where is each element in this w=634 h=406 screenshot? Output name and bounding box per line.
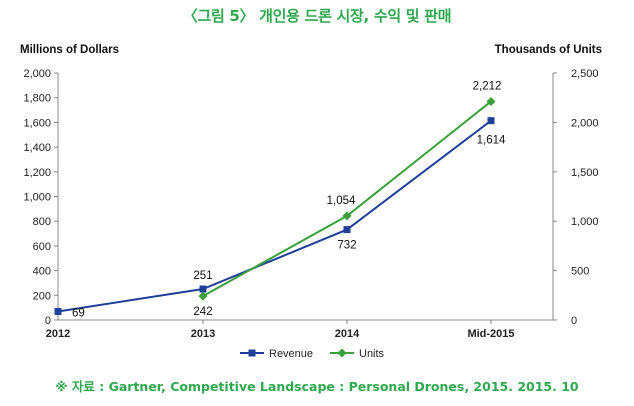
- left-tick-label: 0: [45, 315, 51, 327]
- left-tick-label: 1,800: [23, 93, 51, 105]
- right-tick-label: 2,500: [571, 68, 599, 80]
- right-tick-label: 0: [571, 315, 577, 327]
- units-point: [486, 96, 496, 106]
- units-point: [342, 211, 352, 221]
- series-line-revenue: [57, 119, 492, 313]
- units-data-label: 2,212: [473, 80, 502, 92]
- legend-label-revenue: Revenue: [269, 348, 313, 360]
- revenue-data-label: 1,614: [477, 135, 506, 147]
- revenue-data-label: 732: [337, 240, 356, 252]
- figure-title: 〈그림 5〉 개인용 드론 시장, 수익 및 판매: [182, 7, 452, 25]
- right-tick-label: 2,000: [571, 117, 599, 129]
- revenue-point: [54, 307, 62, 315]
- revenue-point: [199, 285, 207, 293]
- right-axis-title: Thousands of Units: [494, 44, 602, 56]
- revenue-data-label: 251: [193, 270, 212, 282]
- legend-marker-revenue: [248, 349, 256, 357]
- left-tick-label: 200: [33, 290, 51, 302]
- right-tick-label: 1,000: [571, 216, 599, 228]
- legend-marker-units: [337, 348, 347, 358]
- left-tick-label: 600: [33, 241, 51, 253]
- left-tick-label: 800: [33, 216, 51, 228]
- left-tick-label: 400: [33, 266, 51, 278]
- x-tick-label: Mid-2015: [467, 328, 514, 340]
- x-tick-label: 2014: [335, 328, 360, 340]
- units-data-label: 242: [193, 306, 212, 318]
- revenue-data-label: 69: [72, 307, 85, 319]
- right-tick-label: 500: [571, 266, 589, 278]
- units-data-label: 1,054: [327, 195, 356, 207]
- revenue-point: [487, 117, 495, 125]
- x-tick-label: 2013: [191, 328, 215, 340]
- right-tick-label: 1,500: [571, 167, 599, 179]
- left-tick-label: 1,000: [23, 192, 51, 204]
- revenue-point: [343, 226, 351, 234]
- left-tick-label: 2,000: [23, 68, 51, 80]
- left-tick-label: 1,200: [23, 167, 51, 179]
- legend-label-units: Units: [359, 348, 385, 360]
- left-tick-label: 1,600: [23, 117, 51, 129]
- x-tick-label: 2012: [46, 328, 70, 340]
- left-axis-title: Millions of Dollars: [20, 44, 120, 56]
- units-point: [198, 291, 208, 301]
- left-tick-label: 1,400: [23, 142, 51, 154]
- source-note: ※ 자료 : Gartner, Competitive Landscape : …: [55, 379, 579, 394]
